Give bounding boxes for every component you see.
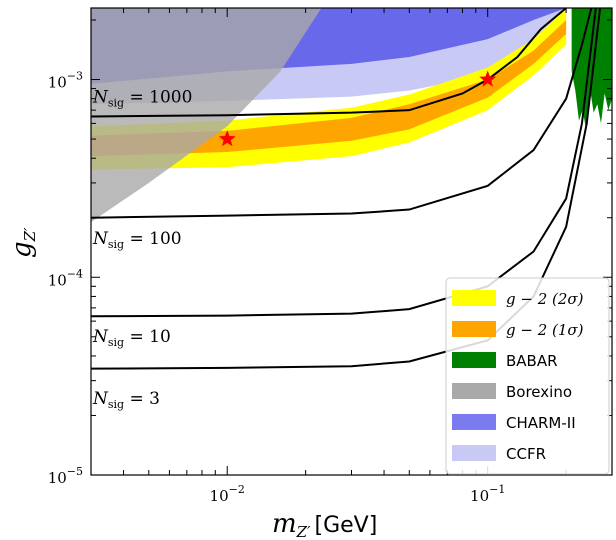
legend-swatch — [452, 352, 496, 368]
contour-labels: Nsig = 1000 Nsig = 100 Nsig = 10 Nsig = 3 — [92, 88, 192, 411]
legend-entry-label: Borexino — [506, 383, 572, 401]
legend: g − 2 (2σ) g − 2 (1σ) BABAR Borexino CHARM-I… — [445, 277, 610, 475]
nsig-label: Nsig = 3 — [92, 389, 160, 411]
y-tick-label: 10−5 — [48, 465, 83, 487]
nsig-label: Nsig = 100 — [92, 229, 182, 251]
babar-region — [571, 8, 612, 131]
legend-entry-label: CHARM-II — [506, 414, 576, 432]
legend-swatch — [452, 414, 496, 430]
benchmark-star — [479, 70, 497, 87]
nsig-contour-1 — [91, 8, 593, 219]
benchmark-star — [218, 130, 236, 147]
legend-entry-label: g − 2 (1σ) — [506, 321, 584, 339]
legend-entry-label: BABAR — [506, 352, 558, 370]
x-tick-label: 10−1 — [470, 483, 505, 505]
legend-entry-label: CCFR — [506, 445, 546, 463]
nsig-label: Nsig = 1000 — [92, 88, 192, 110]
nsig-label: Nsig = 10 — [92, 327, 171, 349]
y-axis-label: gZ′ — [7, 227, 39, 258]
x-tick-label: 10−2 — [210, 483, 245, 505]
legend-entry-label: g − 2 (2σ) — [506, 290, 584, 308]
axis-ticks: 10−2 10−1 10−5 10−4 10−3 — [48, 8, 612, 505]
legend-swatch — [452, 383, 496, 399]
y-tick-label: 10−3 — [48, 70, 83, 92]
legend-swatch — [452, 321, 496, 337]
legend-swatch — [452, 445, 496, 461]
legend-swatch — [452, 290, 496, 306]
nsig-contour-0 — [91, 8, 567, 118]
y-tick-label: 10−4 — [48, 267, 83, 289]
x-axis-label: mZ′ [GeV] — [272, 509, 377, 540]
